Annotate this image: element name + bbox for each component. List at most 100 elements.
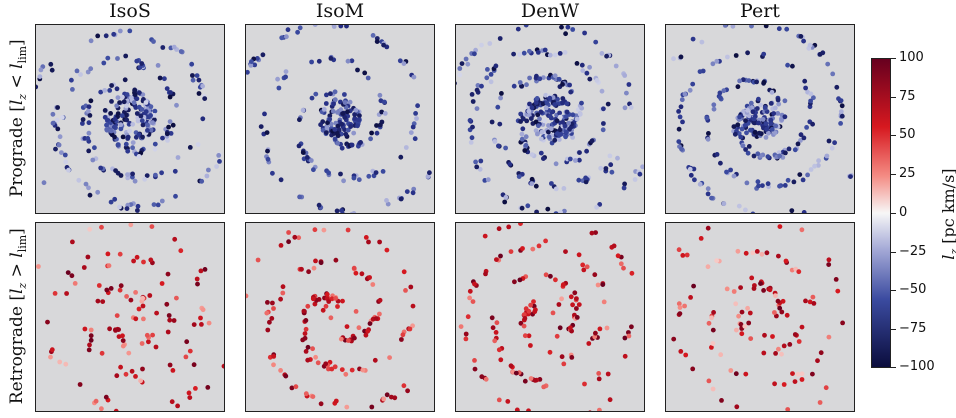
scatter-point [308,158,314,163]
scatter-point [615,253,621,259]
scatter-point [332,127,338,132]
scatter-point [114,373,120,379]
scatter-point [144,173,150,179]
scatter-point [463,336,469,342]
scatter-point [697,69,703,74]
scatter-point [624,90,629,96]
scatter-point [271,362,276,368]
scatter-point [777,183,782,189]
scatter-plot [458,223,635,411]
scatter-point [803,85,808,91]
scatter-point [839,113,845,119]
scatter-point [341,178,346,184]
scatter-point [408,284,414,290]
scatter-point [478,158,484,164]
scatter-point [138,113,144,119]
scatter-point [333,257,339,263]
scatter-point [168,131,174,136]
scatter-point [333,296,338,301]
scatter-point [114,103,120,109]
scatter-point [776,346,781,352]
scatter-point [543,272,549,278]
scatter-point [398,154,404,160]
scatter-point [366,239,371,245]
scatter-point [279,35,285,41]
scatter-point [309,59,314,65]
scatter-point [327,116,333,122]
scatter-point [131,100,137,106]
scatter-point [709,345,714,350]
scatter-point [482,233,488,239]
scatter-point [296,143,302,149]
scatter-point [734,327,739,333]
scatter-point [541,156,546,162]
scatter-point [489,119,495,125]
scatter-point [465,314,471,320]
scatter-point [300,107,306,113]
scatter-point [216,153,222,158]
scatter-point [523,134,529,140]
scatter-point [521,312,527,317]
scatter-point [761,51,767,57]
scatter-point [88,66,94,72]
scatter-point [683,352,689,358]
scatter-point [722,25,728,28]
scatter-point [109,83,114,88]
scatter-point [49,67,55,73]
scatter-point [36,84,39,90]
scatter-point [374,130,380,136]
scatter-point [562,50,568,55]
scatter-point [198,315,203,321]
scatter-point [485,177,491,183]
scatter-point [310,296,316,302]
scatter-point [295,29,300,35]
scatter-point [763,135,769,140]
scatter-point [85,108,91,114]
scatter-point [86,185,91,191]
panel-denw-prograde [455,24,645,214]
scatter-point [767,287,773,293]
scatter-point [730,25,736,29]
scatter-point [324,130,329,135]
scatter-point [750,250,756,256]
scatter-point [568,294,574,300]
scatter-point [362,70,368,76]
scatter-point [367,275,372,280]
scatter-point [522,333,528,339]
scatter-point [57,359,63,365]
scatter-point [527,75,532,81]
scatter-point [561,186,567,191]
scatter-point [755,179,761,185]
scatter-point [615,155,620,161]
scatter-point [717,95,723,100]
scatter-point [517,277,523,283]
scatter-point [412,136,418,142]
scatter-point [86,130,92,136]
scatter-point [353,309,359,314]
scatter-point [785,62,790,68]
scatter-point [112,116,118,122]
colorbar-tick [891,290,896,291]
scatter-point [816,158,821,164]
scatter-point [775,97,781,103]
scatter-point [750,109,756,115]
scatter-point [41,180,47,186]
scatter-point [136,132,142,137]
scatter-point [352,112,357,117]
scatter-point [514,407,520,411]
scatter-point [483,271,488,277]
scatter-point [473,159,478,165]
scatter-point [326,299,332,304]
scatter-point [258,124,264,129]
scatter-point [135,208,140,213]
scatter-point [745,107,750,113]
scatter-point [584,148,589,154]
scatter-point [587,76,593,82]
scatter-point [90,157,96,163]
scatter-point [130,140,136,145]
scatter-point [63,361,69,367]
scatter-point [553,211,559,213]
scatter-point [776,101,782,107]
scatter-point [711,106,717,112]
scatter-point [349,142,355,148]
